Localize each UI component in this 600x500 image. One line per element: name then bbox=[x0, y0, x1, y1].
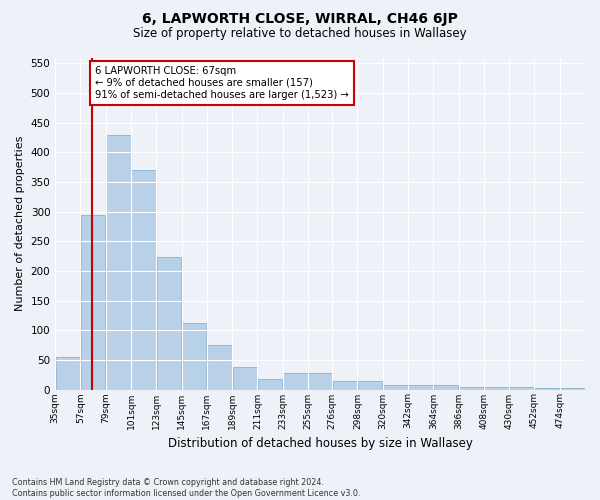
Bar bbox=[233, 367, 257, 390]
Bar bbox=[459, 387, 484, 390]
Text: Size of property relative to detached houses in Wallasey: Size of property relative to detached ho… bbox=[133, 28, 467, 40]
Bar bbox=[106, 134, 131, 390]
Y-axis label: Number of detached properties: Number of detached properties bbox=[15, 136, 25, 311]
Text: Contains HM Land Registry data © Crown copyright and database right 2024.
Contai: Contains HM Land Registry data © Crown c… bbox=[12, 478, 361, 498]
Bar bbox=[182, 322, 206, 390]
Text: 6 LAPWORTH CLOSE: 67sqm
← 9% of detached houses are smaller (157)
91% of semi-de: 6 LAPWORTH CLOSE: 67sqm ← 9% of detached… bbox=[95, 66, 349, 100]
Text: 6, LAPWORTH CLOSE, WIRRAL, CH46 6JP: 6, LAPWORTH CLOSE, WIRRAL, CH46 6JP bbox=[142, 12, 458, 26]
Bar bbox=[484, 387, 509, 390]
X-axis label: Distribution of detached houses by size in Wallasey: Distribution of detached houses by size … bbox=[167, 437, 473, 450]
Bar bbox=[81, 214, 105, 390]
Bar bbox=[332, 380, 357, 390]
Bar bbox=[434, 385, 458, 390]
Bar bbox=[131, 170, 156, 390]
Bar bbox=[560, 388, 584, 390]
Bar bbox=[383, 385, 407, 390]
Bar bbox=[509, 387, 534, 390]
Bar bbox=[258, 379, 282, 390]
Bar bbox=[208, 345, 232, 390]
Bar bbox=[535, 388, 559, 390]
Bar bbox=[283, 373, 308, 390]
Bar bbox=[409, 385, 433, 390]
Bar bbox=[157, 258, 181, 390]
Bar bbox=[56, 357, 80, 390]
Bar bbox=[358, 380, 382, 390]
Bar bbox=[308, 373, 332, 390]
